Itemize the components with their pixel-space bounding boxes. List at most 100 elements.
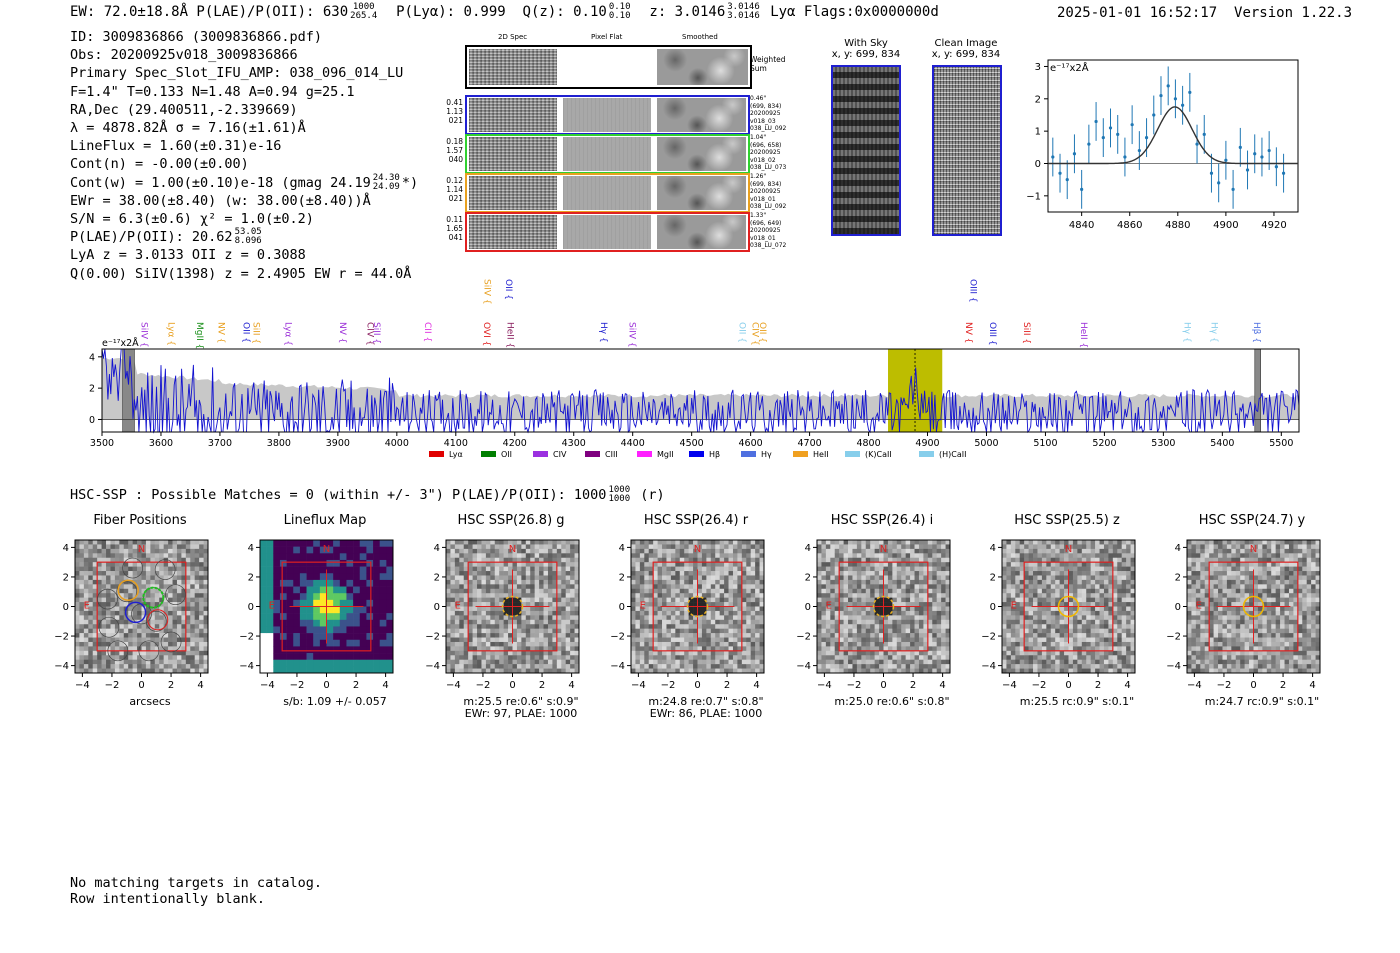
panel-pixel — [941, 668, 946, 674]
spec-line-label-text: Hγ { — [1209, 322, 1219, 343]
panel-pixel — [918, 562, 924, 567]
panel-pixel — [1006, 553, 1012, 559]
panel-pixel — [561, 615, 567, 621]
panel-pixel — [927, 650, 933, 656]
panel-pixel — [446, 544, 451, 550]
panel-pixel — [279, 586, 287, 594]
panel-pixel — [1015, 548, 1021, 554]
panel-pixel — [852, 571, 858, 576]
panel-pixel — [159, 664, 164, 669]
panel-pixel — [631, 664, 636, 669]
panel-pixel — [896, 615, 902, 621]
panel-pixel — [693, 588, 698, 594]
panel-pixel — [1006, 659, 1012, 665]
panel-pixel — [539, 548, 544, 554]
panel-pixel — [644, 646, 650, 652]
panel-pixel — [446, 641, 451, 647]
panel-pixel — [755, 597, 760, 603]
zoom-data-point — [1094, 119, 1098, 124]
panel-pixel — [490, 650, 496, 656]
panel-pixel — [865, 615, 871, 621]
panel-pixel — [521, 588, 527, 594]
panel-pixel — [693, 584, 698, 590]
panel-pixel — [508, 548, 513, 554]
panel-pixel — [1010, 602, 1016, 607]
panel-pixel — [701, 588, 707, 594]
panel-pixel — [79, 664, 85, 669]
panel-pixel — [92, 650, 98, 656]
panel-pixel — [326, 586, 334, 594]
panel-pixel — [945, 557, 951, 563]
panel-pixel — [662, 664, 667, 669]
panel-pixel — [675, 641, 681, 647]
panel-pixel — [92, 584, 98, 590]
zoom-ytick-label: −1 — [1026, 191, 1041, 202]
panel-pixel — [657, 593, 663, 598]
panel-pixel — [306, 633, 314, 641]
row-info-line: 1.26" — [750, 173, 767, 180]
panel-pixel — [923, 575, 929, 581]
panel-pixel — [684, 664, 689, 669]
fiber-circle — [138, 640, 160, 662]
panel-pixel — [339, 579, 347, 587]
panel-pixel — [565, 633, 571, 638]
panel-pixel — [525, 579, 531, 585]
panel-pixel — [834, 650, 840, 656]
panel-pixel — [114, 624, 120, 629]
panel-pixel — [446, 606, 451, 612]
panel-pixel — [79, 571, 85, 576]
panel-pixel — [825, 606, 831, 612]
panel-pixel — [163, 637, 169, 643]
panel-pixel — [176, 544, 182, 550]
panel-pixel — [648, 646, 654, 652]
panel-pixel — [1010, 588, 1016, 594]
panel-pixel — [110, 650, 116, 656]
panel-pixel — [648, 540, 654, 545]
panel-pixel — [662, 668, 667, 674]
panel-pixel — [574, 610, 580, 616]
panel-pixel — [203, 575, 209, 581]
panel-pixel — [75, 615, 80, 621]
panel-pixel — [834, 624, 840, 629]
panel-pixel — [386, 559, 394, 567]
panel-pixel — [386, 606, 394, 614]
panel-pixel — [923, 628, 929, 634]
panel-pixel — [688, 557, 694, 563]
panel-pixel — [688, 548, 694, 554]
panel-pixel — [817, 615, 822, 621]
panel-pixel — [759, 575, 765, 581]
panel-pixel — [530, 659, 535, 665]
panel-pixel — [508, 628, 513, 634]
panel-pixel — [914, 562, 920, 567]
panel-pixel — [945, 597, 951, 603]
panel-pixel — [843, 540, 849, 545]
panel-pixel — [534, 548, 540, 554]
zoom-data-point — [1253, 152, 1257, 156]
panel-pixel — [154, 566, 160, 572]
panel-pixel — [750, 548, 756, 554]
panel-pixel — [168, 540, 173, 545]
panel-pixel — [1072, 566, 1078, 572]
panel-pixel — [1059, 650, 1065, 656]
panel-pixel — [508, 566, 513, 572]
panel-pixel — [97, 540, 102, 545]
panel-pixel — [83, 553, 89, 559]
panel-pixel — [454, 602, 460, 607]
panel-pixel — [386, 659, 394, 667]
panel-pixel — [852, 668, 858, 674]
panel-pixel — [896, 637, 902, 643]
panel-pixel — [821, 633, 827, 638]
panel-pixel — [1068, 593, 1074, 598]
panel-pixel — [172, 646, 178, 652]
panel-pixel — [359, 586, 367, 594]
panel-pixel — [145, 610, 151, 616]
panel-pixel — [741, 571, 747, 576]
panel-pixel — [565, 606, 571, 612]
panel-pixel — [319, 653, 327, 660]
panel-pixel — [941, 637, 946, 643]
panel-pixel — [494, 641, 500, 647]
panel-pixel — [145, 637, 151, 643]
panel-pixel — [688, 575, 694, 581]
panel-pixel — [839, 615, 844, 621]
panel-pixel — [141, 557, 147, 563]
